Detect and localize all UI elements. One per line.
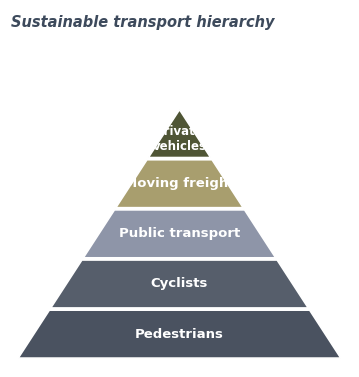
- Polygon shape: [148, 110, 211, 158]
- Polygon shape: [18, 310, 341, 358]
- Text: Moving freight: Moving freight: [124, 177, 235, 190]
- Polygon shape: [83, 210, 276, 258]
- Polygon shape: [116, 160, 243, 208]
- Polygon shape: [51, 260, 308, 308]
- Text: Cyclists: Cyclists: [151, 277, 208, 291]
- Text: Sustainable transport hierarchy: Sustainable transport hierarchy: [11, 15, 275, 30]
- Text: Public transport: Public transport: [119, 227, 240, 241]
- Text: Pedestrians: Pedestrians: [135, 328, 224, 341]
- Text: Private
vehicles: Private vehicles: [153, 125, 206, 153]
